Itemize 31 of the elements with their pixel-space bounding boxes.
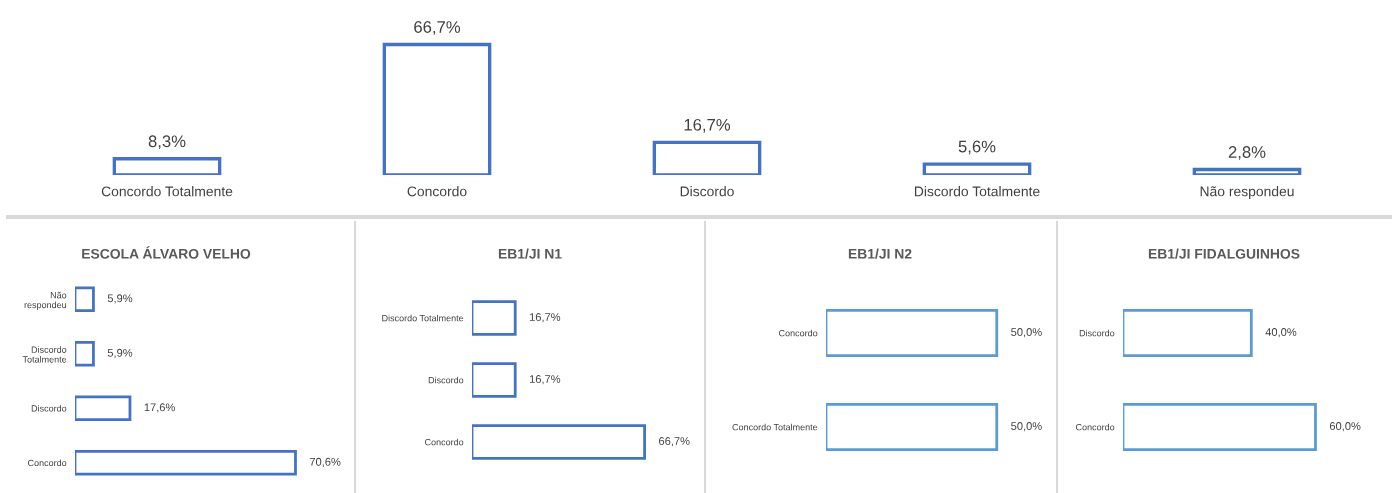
y-tick-label: Discordo (428, 376, 464, 384)
chart-title: ESCOLA ÁLVARO VELHO (82, 246, 251, 259)
chart-title: EB1/JI N2 (848, 248, 912, 259)
chart-title: EB1/JI FIDALGUINHOS (1148, 248, 1300, 259)
data-label: 40,0% (1265, 328, 1297, 338)
data-label: 8,3% (148, 135, 186, 150)
y-tick-label: Discordo Totalmente (382, 314, 464, 322)
data-label: 16,7% (529, 375, 561, 385)
data-label: 66,7% (659, 437, 690, 447)
data-label: 5,6% (958, 140, 996, 155)
x-tick-label: Discordo Totalmente (914, 186, 1040, 197)
x-tick-label: Discordo (680, 186, 734, 197)
data-label: 2,8% (1228, 146, 1266, 160)
y-tick-label: Discordo (31, 404, 67, 412)
data-label: 16,7% (529, 313, 561, 323)
y-tick-label: Discordo Totalmente (22, 346, 67, 363)
data-label: 60,0% (1329, 422, 1361, 432)
data-label: 5,9% (107, 348, 133, 359)
y-tick-label: Não respondeu (24, 291, 67, 310)
data-label: 66,7% (414, 21, 461, 35)
data-label: 17,6% (144, 403, 175, 413)
y-tick-label: Concordo (27, 459, 67, 467)
y-tick-label: Concordo (424, 438, 464, 446)
chart-title: EB1/JI N1 (498, 248, 562, 259)
data-label: 5,9% (107, 294, 133, 304)
x-tick-label: Não respondeu (1200, 186, 1294, 200)
data-label: 50,0% (1011, 422, 1042, 432)
data-label: 16,7% (684, 118, 731, 133)
x-tick-label: Concordo Totalmente (101, 186, 233, 197)
data-label: 70,6% (309, 457, 341, 468)
data-label: 50,0% (1011, 328, 1042, 338)
